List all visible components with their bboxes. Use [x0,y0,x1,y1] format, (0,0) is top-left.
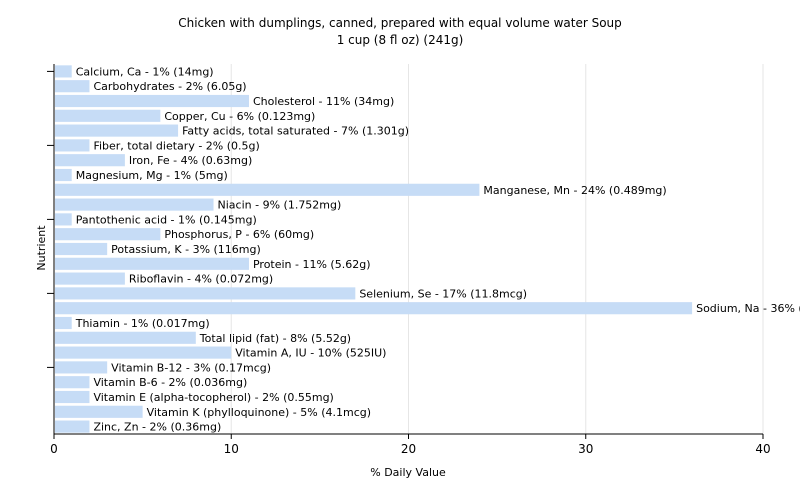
bar-label: Potassium, K - 3% (116mg) [111,243,261,256]
bar [55,109,161,122]
bar-label: Pantothenic acid - 1% (0.145mg) [76,213,257,226]
chart-title: Chicken with dumplings, canned, prepared… [178,16,622,30]
bar [55,228,161,241]
bar [55,139,90,152]
bar [55,420,90,433]
bar [55,242,108,256]
bar-label: Vitamin A, IU - 10% (525IU) [235,347,386,360]
x-tick-label: 20 [401,442,416,456]
bar [55,124,179,137]
bar [55,376,90,389]
bar [55,213,72,226]
bar [55,80,90,93]
bar-label: Niacin - 9% (1.752mg) [218,199,342,212]
bar-label: Vitamin B-6 - 2% (0.036mg) [93,376,247,389]
bar-label: Vitamin K (phylloquinone) - 5% (4.1mcg) [147,406,371,419]
bar [55,346,232,359]
bar [55,331,196,344]
bar-label: Calcium, Ca - 1% (14mg) [76,65,214,78]
bar-label: Total lipid (fat) - 8% (5.52g) [199,332,351,345]
bar [55,361,108,374]
bar-label: Cholesterol - 11% (34mg) [253,95,394,108]
x-tick-label: 40 [755,442,770,456]
bar-label: Magnesium, Mg - 1% (5mg) [76,169,228,182]
bar [55,257,249,270]
bar-label: Selenium, Se - 17% (11.8mcg) [359,287,527,300]
gridlines [230,64,764,434]
bar-label: Iron, Fe - 4% (0.63mg) [129,154,252,167]
bar [55,405,143,418]
bar [55,94,249,108]
bar-label: Zinc, Zn - 2% (0.36mg) [93,421,221,434]
bar [55,154,125,167]
bar-label: Manganese, Mn - 24% (0.489mg) [483,184,666,197]
bar-label: Protein - 11% (5.62g) [253,258,371,271]
bar-label: Copper, Cu - 6% (0.123mg) [164,110,315,123]
x-axis-title: % Daily Value [370,466,446,479]
bar-label: Phosphorus, P - 6% (60mg) [164,228,314,241]
bar [55,302,693,315]
bar [55,390,90,404]
x-tick-label: 0 [50,442,58,456]
bar [55,65,72,78]
bars [55,65,693,433]
x-tick-label: 10 [224,442,239,456]
x-ticks: 0 10 20 30 40 [47,70,771,456]
bar-label: Riboflavin - 4% (0.072mg) [129,273,273,286]
bar [55,272,125,285]
bar-labels: Calcium, Ca - 1% (14mg) Carbohydrates - 2… [75,65,800,433]
bar-label: Carbohydrates - 2% (6.05g) [93,80,246,93]
x-tick-label: 30 [578,442,593,456]
y-axis-title: Nutrient [35,225,48,271]
bar-label: Fatty acids, total saturated - 7% (1.301… [182,125,409,138]
bar [55,198,214,211]
bar [55,287,356,300]
bar [55,316,72,330]
bar [55,183,480,196]
bar-label: Thiamin - 1% (0.017mg) [75,317,210,330]
chart-subtitle: 1 cup (8 fl oz) (241g) [337,33,464,47]
bar [55,168,72,182]
bar-label: Fiber, total dietary - 2% (0.5g) [93,139,259,152]
bar-label: Vitamin B-12 - 3% (0.17mcg) [111,361,271,374]
bar-label: Sodium, Na - 36% (860mg) [696,302,800,315]
bar-label: Vitamin E (alpha-tocopherol) - 2% (0.55m… [93,391,333,404]
